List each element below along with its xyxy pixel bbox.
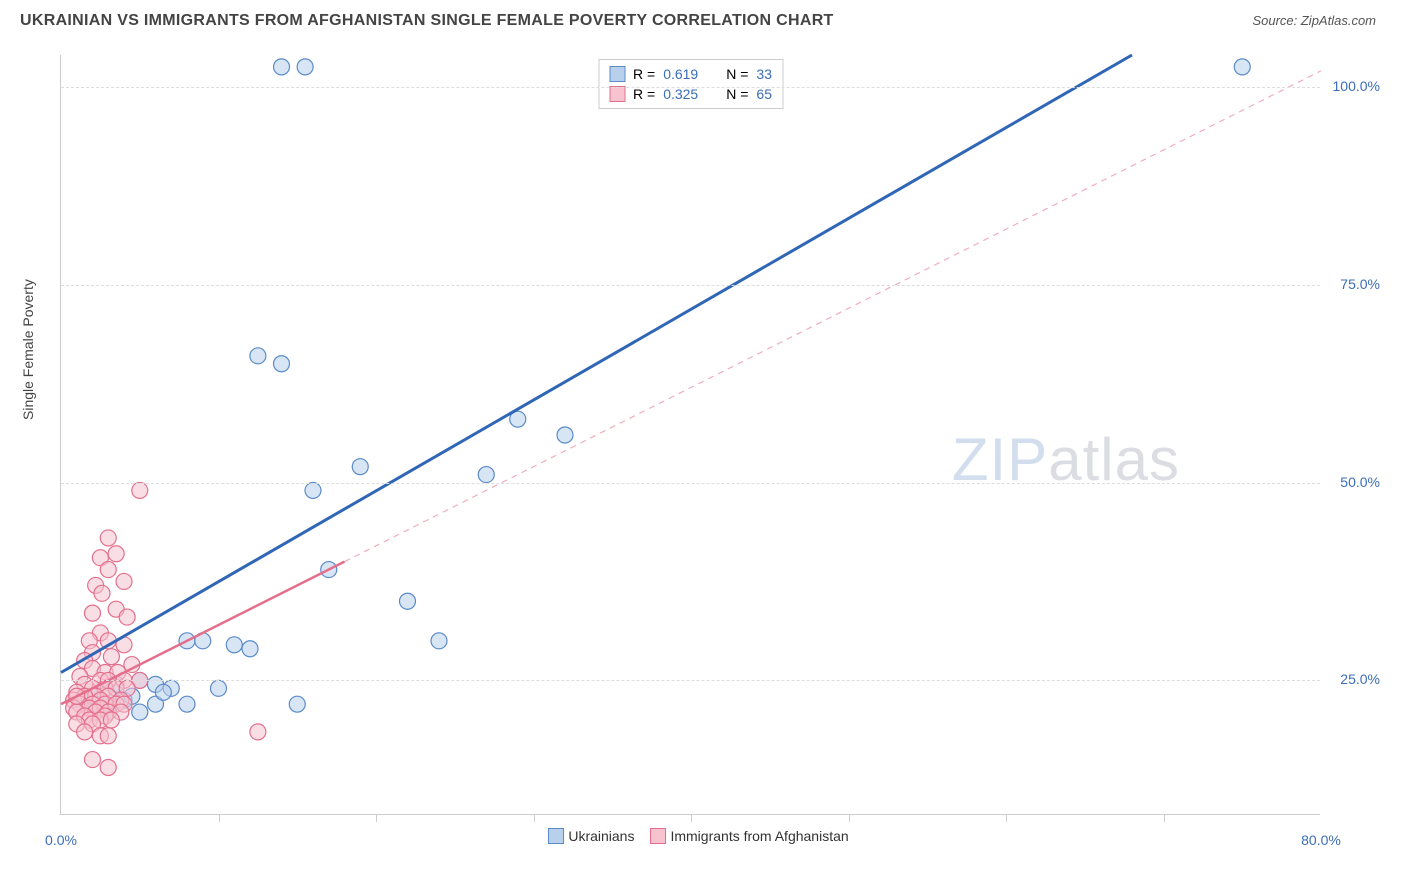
data-point: [103, 712, 119, 728]
x-tick-notch: [219, 814, 220, 822]
x-tick-notch: [376, 814, 377, 822]
data-point: [119, 609, 135, 625]
data-point: [155, 684, 171, 700]
data-point: [116, 573, 132, 589]
gridline: [61, 87, 1320, 88]
data-point: [132, 482, 148, 498]
legend-swatch: [609, 86, 625, 102]
data-point: [226, 637, 242, 653]
trend-line: [61, 55, 1132, 673]
legend-n-label: N =: [726, 66, 748, 82]
data-point: [250, 348, 266, 364]
data-point: [85, 752, 101, 768]
legend-series-label: Ukrainians: [568, 828, 634, 844]
legend-r-label: R =: [633, 66, 655, 82]
legend-r-value: 0.325: [663, 86, 698, 102]
data-point: [250, 724, 266, 740]
legend-swatch: [609, 66, 625, 82]
legend-swatch: [548, 828, 564, 844]
y-tick-label: 50.0%: [1325, 474, 1380, 490]
data-point: [211, 680, 227, 696]
data-point: [242, 641, 258, 657]
chart-title: UKRAINIAN VS IMMIGRANTS FROM AFGHANISTAN…: [20, 12, 834, 30]
x-tick-label: 0.0%: [45, 832, 77, 848]
legend-series: Ukrainians Immigrants from Afghanistan: [61, 828, 1320, 844]
data-point: [289, 696, 305, 712]
legend-n-label: N =: [726, 86, 748, 102]
data-point: [108, 546, 124, 562]
data-point: [478, 467, 494, 483]
scatter-chart: ZIPatlas R =0.619N =33R =0.325N =65 Ukra…: [60, 55, 1320, 815]
data-point: [100, 728, 116, 744]
legend-row: R = 0.619 N = 33: [609, 64, 772, 84]
data-point: [297, 59, 313, 75]
legend-n-value: 33: [756, 66, 772, 82]
legend-r-label: R =: [633, 86, 655, 102]
data-point: [557, 427, 573, 443]
data-point: [1234, 59, 1250, 75]
data-point: [100, 562, 116, 578]
watermark: ZIPatlas: [952, 425, 1180, 494]
data-point: [179, 696, 195, 712]
data-point: [431, 633, 447, 649]
data-point: [100, 760, 116, 776]
data-point: [305, 482, 321, 498]
data-point: [85, 605, 101, 621]
x-tick-notch: [534, 814, 535, 822]
source-text: Source: ZipAtlas.com: [1252, 13, 1376, 28]
data-point: [100, 530, 116, 546]
x-tick-label: 80.0%: [1301, 832, 1341, 848]
data-point: [94, 585, 110, 601]
y-tick-label: 25.0%: [1325, 671, 1380, 687]
legend-series-label: Immigrants from Afghanistan: [670, 828, 848, 844]
data-point: [103, 649, 119, 665]
data-point: [352, 459, 368, 475]
gridline: [61, 483, 1320, 484]
y-tick-label: 100.0%: [1325, 78, 1380, 94]
legend-n-value: 65: [756, 86, 772, 102]
gridline: [61, 285, 1320, 286]
legend-r-value: 0.619: [663, 66, 698, 82]
legend-swatch: [650, 828, 666, 844]
x-tick-notch: [1164, 814, 1165, 822]
data-point: [274, 59, 290, 75]
x-tick-notch: [1006, 814, 1007, 822]
gridline: [61, 680, 1320, 681]
data-point: [132, 704, 148, 720]
y-axis-label: Single Female Poverty: [20, 279, 36, 420]
y-tick-label: 75.0%: [1325, 276, 1380, 292]
data-point: [274, 356, 290, 372]
legend-correlation: R = 0.619 N = 33 R = 0.325 N = 65: [598, 59, 783, 109]
data-point: [77, 724, 93, 740]
x-tick-notch: [849, 814, 850, 822]
data-point: [400, 593, 416, 609]
x-tick-notch: [691, 814, 692, 822]
